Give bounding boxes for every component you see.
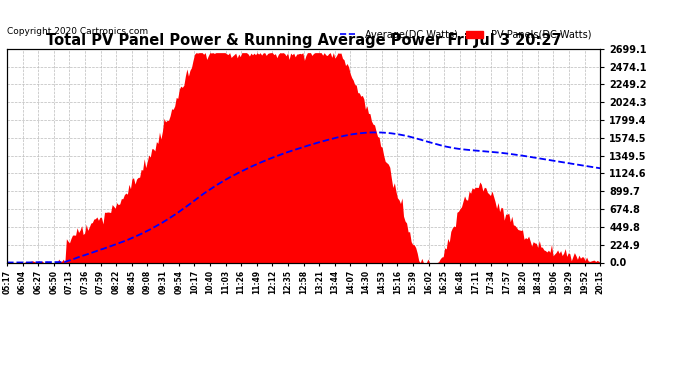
Text: Copyright 2020 Cartronics.com: Copyright 2020 Cartronics.com — [7, 27, 148, 36]
Title: Total PV Panel Power & Running Average Power Fri Jul 3 20:27: Total PV Panel Power & Running Average P… — [46, 33, 562, 48]
Legend: Average(DC Watts), PV Panels(DC Watts): Average(DC Watts), PV Panels(DC Watts) — [336, 26, 595, 44]
